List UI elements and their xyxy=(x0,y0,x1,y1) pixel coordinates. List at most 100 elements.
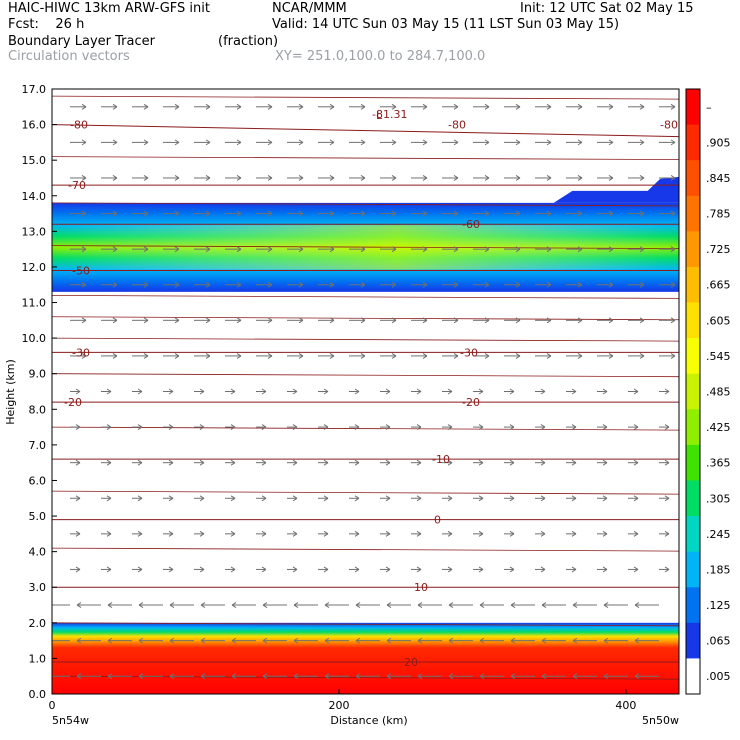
vector-arrow xyxy=(132,246,149,253)
vector-arrow xyxy=(504,459,515,466)
vector-arrow xyxy=(163,103,180,110)
vector-arrow xyxy=(194,352,211,359)
vector-arrow xyxy=(101,281,118,288)
vector-arrow xyxy=(473,566,484,573)
vector-arrow xyxy=(566,246,583,253)
vector-arrow xyxy=(535,246,552,253)
vector-arrow xyxy=(132,103,149,110)
vector-arrow xyxy=(442,388,453,395)
vector-arrow xyxy=(597,139,614,146)
vector-arrow xyxy=(566,566,577,573)
colorbar-swatch xyxy=(686,409,700,446)
vector-arrow xyxy=(101,388,112,395)
vector-arrow xyxy=(659,495,670,502)
vector-arrow xyxy=(52,604,70,606)
x-end-label-right: 5n50w xyxy=(642,714,679,727)
vector-arrow xyxy=(256,495,267,502)
colorbar-swatch xyxy=(686,373,700,410)
colorbar-swatch xyxy=(686,124,700,161)
vector-arrow xyxy=(504,210,521,217)
isotherm-label: -80 xyxy=(448,119,466,132)
vector-arrow xyxy=(318,495,329,502)
vector-arrow xyxy=(163,530,174,537)
isotherm-label: -10 xyxy=(432,453,450,466)
vector-arrow xyxy=(287,388,298,395)
vector-arrow xyxy=(597,317,614,324)
vector-arrow xyxy=(597,424,608,431)
vector-arrow xyxy=(107,637,132,644)
vector-arrow xyxy=(225,495,236,502)
vector-arrow xyxy=(355,637,380,644)
vector-arrow xyxy=(349,388,360,395)
vector-arrow xyxy=(70,495,81,502)
vector-arrow xyxy=(70,317,87,324)
vector-arrow xyxy=(70,139,87,146)
vector-arrow xyxy=(256,175,273,181)
vector-arrow xyxy=(541,637,566,644)
vector-arrow xyxy=(231,602,256,608)
vector-arrow xyxy=(659,103,676,110)
vector-arrow xyxy=(659,566,670,573)
vector-arrow xyxy=(225,566,236,573)
y-tick-label: 14.0 xyxy=(22,190,47,203)
y-tick-label: 2.0 xyxy=(29,617,47,630)
y-tick-label: 10.0 xyxy=(22,332,47,345)
vector-arrow xyxy=(70,103,87,110)
vector-arrow xyxy=(349,103,366,110)
vector-arrow xyxy=(411,352,428,359)
vector-arrow xyxy=(231,673,256,680)
vector-arrow xyxy=(225,139,242,146)
isotherm-label: 10 xyxy=(414,581,428,594)
vector-arrow xyxy=(473,175,490,181)
vector-arrow xyxy=(132,424,143,431)
vector-arrow xyxy=(566,281,583,288)
vector-arrow xyxy=(473,352,490,359)
vector-arrow xyxy=(597,246,614,253)
vector-arrow xyxy=(634,673,659,680)
vector-arrow xyxy=(256,210,273,217)
vector-arrow xyxy=(411,530,422,537)
vector-arrow xyxy=(572,637,597,644)
vector-arrow xyxy=(380,175,397,181)
x-tick-label: 200 xyxy=(328,699,349,712)
vector-arrow xyxy=(70,175,87,181)
vector-arrow xyxy=(504,424,515,431)
vector-arrow xyxy=(225,388,236,395)
vector-arrow xyxy=(603,637,628,644)
y-tick-label: 6.0 xyxy=(29,474,47,487)
cross-section-xy: XY= 251.0,100.0 to 284.7,100.0 xyxy=(275,49,486,64)
vector-arrow xyxy=(504,175,521,181)
colorbar-swatch xyxy=(686,338,700,375)
vector-arrow xyxy=(628,530,639,537)
vector-arrow xyxy=(535,459,546,466)
isotherm-label: -80 xyxy=(660,119,678,132)
colorbar-swatch xyxy=(686,160,700,197)
vector-arrow xyxy=(349,530,360,537)
vector-arrow xyxy=(597,175,614,181)
vector-arrow xyxy=(659,352,676,359)
vector-arrow xyxy=(52,640,70,642)
vector-arrow xyxy=(200,673,225,680)
vector-arrow xyxy=(324,602,349,608)
vector-arrow xyxy=(448,637,473,644)
vector-arrow xyxy=(473,103,490,110)
isotherm-line xyxy=(52,124,679,138)
vector-arrow xyxy=(349,210,366,217)
y-tick-label: 7.0 xyxy=(29,439,47,452)
colorbar-swatch xyxy=(686,195,700,232)
vector-arrow xyxy=(256,317,273,324)
vector-arrow xyxy=(411,566,422,573)
vector-arrow xyxy=(349,281,366,288)
minimum-marker: L xyxy=(376,109,383,122)
colorbar-label: .905 xyxy=(706,136,731,149)
vector-arrow xyxy=(318,210,335,217)
vector-arrow xyxy=(597,566,608,573)
colorbar-swatch xyxy=(686,231,700,268)
isotherm-label: -30 xyxy=(72,346,90,359)
tracer-layer-boundary xyxy=(52,622,679,694)
vector-arrow xyxy=(504,566,515,573)
vector-arrow xyxy=(194,210,211,217)
vector-arrow xyxy=(473,317,490,324)
vector-arrow xyxy=(163,281,180,288)
vector-arrow xyxy=(70,352,87,359)
